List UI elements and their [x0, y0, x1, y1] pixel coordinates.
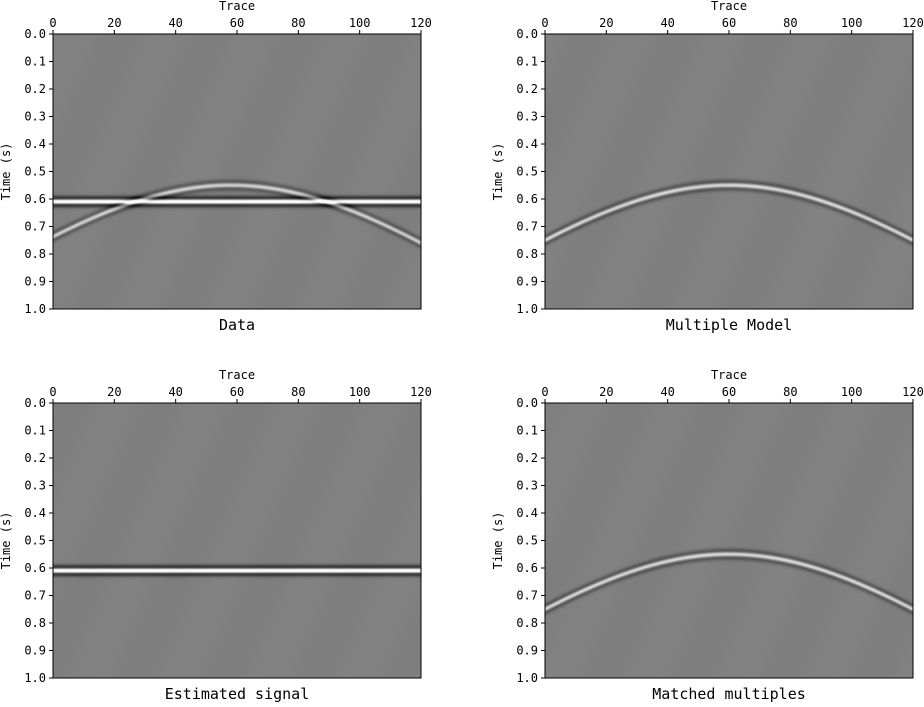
panel-title: Estimated signal [165, 685, 310, 703]
y-tick-label: 0.6 [24, 561, 46, 575]
gather-image [545, 403, 913, 678]
y-axis-label: Time (s) [491, 512, 505, 570]
x-tick-label: 120 [410, 16, 432, 30]
y-tick-label: 0.9 [516, 275, 538, 289]
x-tick-label: 60 [722, 16, 736, 30]
y-tick-label: 0.9 [24, 275, 46, 289]
x-tick-label: 80 [291, 16, 305, 30]
x-tick-label: 100 [841, 16, 863, 30]
x-axis-label: Trace [219, 368, 255, 382]
y-tick-label: 0.1 [516, 55, 538, 69]
x-tick-label: 40 [660, 16, 674, 30]
x-tick-label: 120 [410, 385, 432, 399]
panel-title: Matched multiples [652, 685, 806, 703]
panel-title: Multiple Model [666, 316, 792, 334]
y-tick-label: 0.2 [516, 451, 538, 465]
x-tick-label: 40 [168, 385, 182, 399]
panel-2: 0 20 40 60 80 100 120 Trace 0.0 0.1 0.2 0.3 0.4 0.5 0.… [491, 0, 924, 334]
gather-image [545, 34, 913, 309]
y-tick-label: 0.4 [24, 506, 46, 520]
y-tick-label: 0.6 [516, 561, 538, 575]
y-tick-label: 0.9 [516, 644, 538, 658]
x-tick-label: 80 [783, 16, 797, 30]
y-tick-label: 1.0 [24, 671, 46, 685]
x-tick-label: 100 [349, 385, 371, 399]
y-tick-label: 0.8 [516, 247, 538, 261]
y-tick-label: 0.8 [24, 616, 46, 630]
y-axis-label: Time (s) [491, 143, 505, 201]
y-tick-label: 0.0 [24, 27, 46, 41]
x-tick-label: 0 [541, 16, 548, 30]
y-tick-label: 0.6 [516, 192, 538, 206]
y-tick-label: 0.0 [24, 396, 46, 410]
y-tick-label: 0.4 [24, 137, 46, 151]
y-tick-label: 0.0 [516, 396, 538, 410]
x-tick-label: 20 [107, 385, 121, 399]
y-tick-label: 0.3 [24, 110, 46, 124]
y-tick-label: 0.1 [24, 55, 46, 69]
panel-4: 0 20 40 60 80 100 120 Trace 0.0 0.1 0.2 0.3 0.4 0.5 0.… [491, 368, 924, 703]
x-tick-label: 40 [168, 16, 182, 30]
x-tick-label: 0 [541, 385, 548, 399]
gather-image [53, 34, 421, 309]
x-tick-label: 40 [660, 385, 674, 399]
y-tick-label: 0.3 [516, 110, 538, 124]
y-tick-label: 0.7 [516, 220, 538, 234]
x-tick-label: 60 [722, 385, 736, 399]
y-tick-label: 0.2 [24, 451, 46, 465]
y-tick-label: 0.1 [24, 424, 46, 438]
y-tick-label: 1.0 [516, 671, 538, 685]
x-tick-label: 80 [783, 385, 797, 399]
x-tick-label: 20 [599, 16, 613, 30]
y-tick-label: 0.5 [516, 534, 538, 548]
x-axis-label: Trace [219, 0, 255, 13]
x-tick-label: 20 [599, 385, 613, 399]
x-axis-label: Trace [711, 368, 747, 382]
y-tick-label: 0.8 [24, 247, 46, 261]
y-tick-label: 0.3 [24, 479, 46, 493]
y-axis-label: Time (s) [0, 143, 13, 201]
y-tick-label: 0.9 [24, 644, 46, 658]
y-tick-label: 0.0 [516, 27, 538, 41]
panel-title: Data [219, 316, 255, 334]
y-tick-label: 0.8 [516, 616, 538, 630]
panel-3: 0 20 40 60 80 100 120 Trace 0.0 0.1 0.2 0.3 0.4 0.5 0.… [0, 368, 432, 703]
x-tick-label: 20 [107, 16, 121, 30]
y-tick-label: 0.7 [516, 589, 538, 603]
y-tick-label: 0.5 [516, 165, 538, 179]
y-tick-label: 0.4 [516, 137, 538, 151]
x-tick-label: 120 [902, 385, 924, 399]
y-tick-label: 1.0 [516, 302, 538, 316]
x-tick-label: 120 [902, 16, 924, 30]
y-tick-label: 0.3 [516, 479, 538, 493]
x-tick-label: 60 [230, 385, 244, 399]
y-tick-label: 0.4 [516, 506, 538, 520]
y-tick-label: 0.6 [24, 192, 46, 206]
y-axis-label: Time (s) [0, 512, 13, 570]
y-tick-label: 0.7 [24, 589, 46, 603]
x-tick-label: 80 [291, 385, 305, 399]
x-axis-label: Trace [711, 0, 747, 13]
x-tick-label: 0 [49, 16, 56, 30]
gather-image [53, 403, 421, 678]
x-tick-label: 0 [49, 385, 56, 399]
y-tick-label: 0.2 [516, 82, 538, 96]
x-tick-label: 60 [230, 16, 244, 30]
y-tick-label: 0.7 [24, 220, 46, 234]
y-tick-label: 0.1 [516, 424, 538, 438]
x-tick-label: 100 [349, 16, 371, 30]
y-tick-label: 0.5 [24, 165, 46, 179]
y-tick-label: 1.0 [24, 302, 46, 316]
x-tick-label: 100 [841, 385, 863, 399]
y-tick-label: 0.5 [24, 534, 46, 548]
y-tick-label: 0.2 [24, 82, 46, 96]
panel-1: 0 20 40 60 80 100 120 Trace 0.0 0.1 0.2 0.3 0.4 0.5 0.… [0, 0, 432, 334]
